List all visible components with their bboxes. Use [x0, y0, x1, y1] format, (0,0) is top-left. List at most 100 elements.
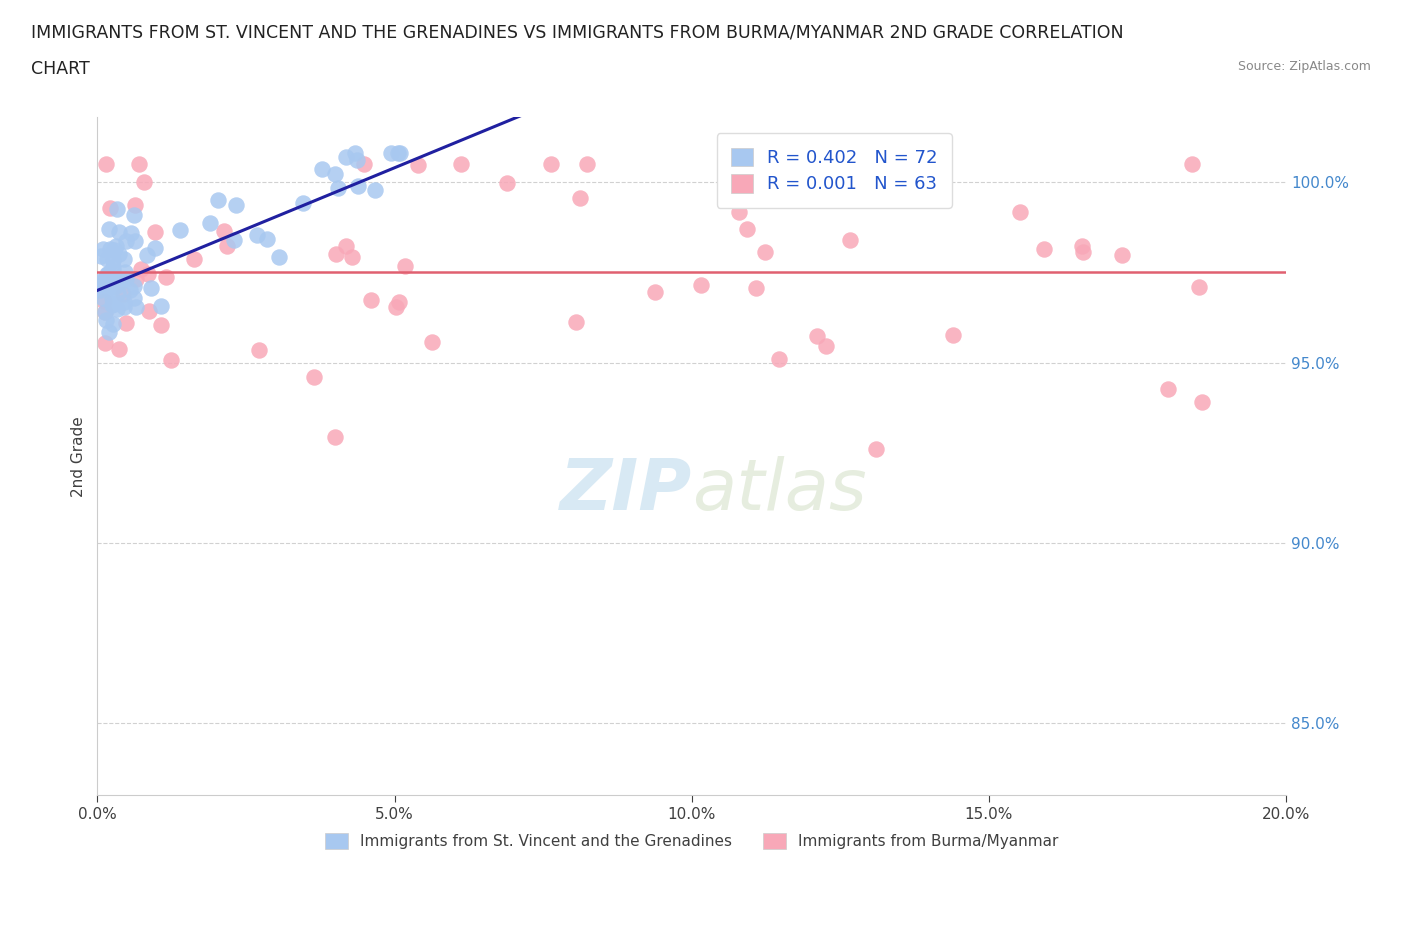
Point	[814, 339, 837, 353]
Point	[103, 279, 125, 294]
Point	[101, 291, 124, 306]
Point	[311, 161, 333, 176]
Point	[112, 299, 135, 314]
Point	[1032, 242, 1054, 257]
Point	[735, 221, 758, 236]
Point	[214, 223, 236, 238]
Point	[101, 259, 124, 274]
Point	[225, 197, 247, 212]
Point	[690, 277, 713, 292]
Point	[122, 279, 145, 294]
Point	[122, 207, 145, 222]
Point	[105, 238, 128, 253]
Point	[388, 294, 411, 309]
Point	[108, 341, 131, 356]
Text: Source: ZipAtlas.com: Source: ZipAtlas.com	[1237, 60, 1371, 73]
Point	[768, 352, 790, 366]
Point	[1071, 239, 1094, 254]
Point	[105, 202, 128, 217]
Point	[564, 314, 586, 329]
Point	[114, 234, 136, 249]
Point	[97, 267, 120, 282]
Point	[98, 241, 121, 256]
Point	[335, 150, 357, 165]
Point	[93, 335, 115, 350]
Point	[247, 342, 270, 357]
Point	[94, 312, 117, 327]
Point	[103, 297, 125, 312]
Point	[865, 442, 887, 457]
Point	[103, 243, 125, 258]
Point	[114, 315, 136, 330]
Point	[101, 264, 124, 279]
Point	[183, 252, 205, 267]
Point	[115, 272, 138, 286]
Point	[217, 238, 239, 253]
Point	[96, 157, 118, 172]
Point	[1188, 279, 1211, 294]
Text: IMMIGRANTS FROM ST. VINCENT AND THE GRENADINES VS IMMIGRANTS FROM BURMA/MYANMAR : IMMIGRANTS FROM ST. VINCENT AND THE GREN…	[31, 23, 1123, 41]
Point	[98, 200, 121, 215]
Point	[150, 299, 173, 313]
Point	[143, 241, 166, 256]
Point	[89, 283, 111, 298]
Point	[291, 195, 314, 210]
Point	[222, 232, 245, 247]
Point	[380, 146, 402, 161]
Point	[394, 259, 416, 273]
Point	[408, 157, 430, 172]
Text: ZIP: ZIP	[560, 456, 692, 525]
Point	[644, 285, 666, 299]
Point	[323, 166, 346, 181]
Point	[1181, 157, 1204, 172]
Point	[108, 225, 131, 240]
Point	[727, 205, 749, 219]
Text: CHART: CHART	[31, 60, 90, 78]
Point	[90, 248, 112, 263]
Point	[1111, 248, 1133, 263]
Point	[94, 305, 117, 320]
Point	[169, 223, 191, 238]
Point	[754, 245, 776, 259]
Point	[1191, 394, 1213, 409]
Y-axis label: 2nd Grade: 2nd Grade	[72, 416, 86, 497]
Point	[838, 232, 860, 247]
Point	[105, 302, 128, 317]
Point	[110, 272, 132, 286]
Point	[353, 157, 375, 172]
Point	[138, 304, 160, 319]
Point	[103, 253, 125, 268]
Point	[141, 280, 163, 295]
Point	[575, 157, 598, 172]
Point	[385, 299, 408, 314]
Point	[93, 293, 115, 308]
Point	[136, 247, 159, 262]
Point	[540, 157, 562, 172]
Point	[256, 232, 278, 246]
Point	[97, 267, 120, 282]
Point	[98, 221, 121, 236]
Point	[450, 157, 472, 172]
Point	[122, 290, 145, 305]
Point	[101, 316, 124, 331]
Point	[198, 216, 221, 231]
Point	[905, 193, 928, 207]
Point	[124, 300, 146, 315]
Point	[496, 176, 519, 191]
Point	[93, 272, 115, 286]
Point	[806, 328, 828, 343]
Legend: Immigrants from St. Vincent and the Grenadines, Immigrants from Burma/Myanmar: Immigrants from St. Vincent and the Gren…	[319, 827, 1064, 856]
Point	[96, 267, 118, 282]
Point	[108, 274, 131, 289]
Point	[120, 283, 142, 298]
Point	[207, 193, 229, 208]
Point	[325, 246, 347, 261]
Point	[569, 191, 592, 206]
Point	[389, 146, 412, 161]
Point	[744, 281, 766, 296]
Point	[112, 252, 135, 267]
Point	[1008, 204, 1031, 219]
Point	[360, 293, 382, 308]
Point	[335, 239, 357, 254]
Point	[420, 334, 443, 349]
